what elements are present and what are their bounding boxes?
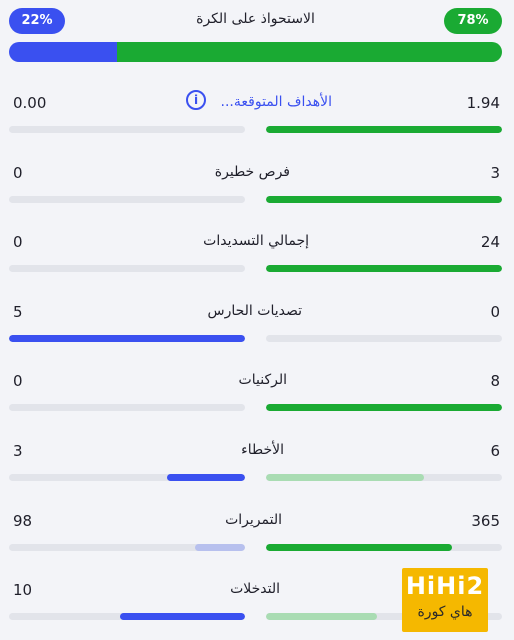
stat-row: 10 التدخلات <box>9 581 502 621</box>
stat-home-track <box>266 196 502 203</box>
stat-home-track <box>266 474 502 481</box>
stat-away-track <box>9 335 245 342</box>
stat-home-track <box>266 265 502 272</box>
info-icon[interactable]: i <box>186 90 206 110</box>
stat-row: 0.00 الأهداف المتوقعة... i 1.94 <box>9 90 502 134</box>
stat-away-track <box>9 126 245 133</box>
stat-away-track <box>9 196 245 203</box>
logo-brand-text: HiHi2 <box>405 572 485 600</box>
possession-header: 22% الاستحواذ على الكرة 78% <box>9 8 502 34</box>
stat-row: 0 إجمالي التسديدات 24 <box>9 233 502 273</box>
stat-away-track <box>9 544 245 551</box>
stat-label: الأخطاء <box>241 442 284 458</box>
logo-brand-arabic: هاي كورة <box>417 604 473 620</box>
hihi2-logo: HiHi2 هاي كورة <box>402 568 488 632</box>
stat-home-track <box>266 126 502 133</box>
stat-label: التمريرات <box>225 512 282 528</box>
stat-label: فرص خطيرة <box>214 164 290 180</box>
stat-row: 5 تصديات الحارس 0 <box>9 303 502 343</box>
stat-home-track <box>266 544 502 551</box>
stat-away-fill <box>119 613 245 620</box>
stat-home-fill <box>266 196 502 203</box>
possession-bar-away <box>9 42 118 62</box>
stat-away-fill <box>9 335 245 342</box>
stat-home-value: 1.94 <box>466 94 500 112</box>
stat-away-value: 0 <box>13 233 23 251</box>
stat-away-track <box>9 613 245 620</box>
stat-row: 0 الركنيات 8 <box>9 372 502 412</box>
stat-home-value: 8 <box>490 372 500 390</box>
stat-away-track <box>9 474 245 481</box>
away-possession-pill: 22% <box>9 8 65 34</box>
stat-home-track <box>266 404 502 411</box>
stat-home-fill <box>266 613 377 620</box>
stat-away-track <box>9 404 245 411</box>
stat-home-fill <box>266 474 425 481</box>
possession-title: الاستحواذ على الكرة <box>196 11 315 27</box>
stat-away-value: 10 <box>13 581 33 599</box>
stat-away-value: 5 <box>13 303 23 321</box>
stat-away-value: 3 <box>13 442 23 460</box>
stat-label[interactable]: الأهداف المتوقعة... <box>220 94 332 110</box>
stat-home-track <box>266 613 502 620</box>
stat-away-value: 98 <box>13 512 33 530</box>
stat-home-fill <box>266 126 502 133</box>
stat-label: إجمالي التسديدات <box>203 233 309 249</box>
stat-home-value: 6 <box>490 442 500 460</box>
stat-label: الركنيات <box>238 372 287 388</box>
stat-away-value: 0 <box>13 372 23 390</box>
home-possession-pill: 78% <box>444 8 502 34</box>
stat-home-value: 24 <box>480 233 500 251</box>
stat-row: 98 التمريرات 365 <box>9 512 502 552</box>
stat-home-track <box>266 335 502 342</box>
stat-label: تصديات الحارس <box>207 303 303 319</box>
stat-away-value: 0.00 <box>13 94 47 112</box>
stat-label: التدخلات <box>230 581 280 597</box>
possession-bar-home <box>117 42 502 62</box>
stat-row: 0 فرص خطيرة 3 <box>9 164 502 204</box>
stat-home-value: 0 <box>490 303 500 321</box>
possession-bar <box>9 42 502 62</box>
stat-home-value: 3 <box>490 164 500 182</box>
stat-home-fill <box>266 265 502 272</box>
stat-home-fill <box>266 404 502 411</box>
stat-home-fill <box>266 544 453 551</box>
stat-away-track <box>9 265 245 272</box>
stat-away-fill <box>167 474 245 481</box>
stat-home-value: 365 <box>471 512 500 530</box>
stat-row: 3 الأخطاء 6 <box>9 442 502 482</box>
stat-away-fill <box>195 544 245 551</box>
stat-away-value: 0 <box>13 164 23 182</box>
